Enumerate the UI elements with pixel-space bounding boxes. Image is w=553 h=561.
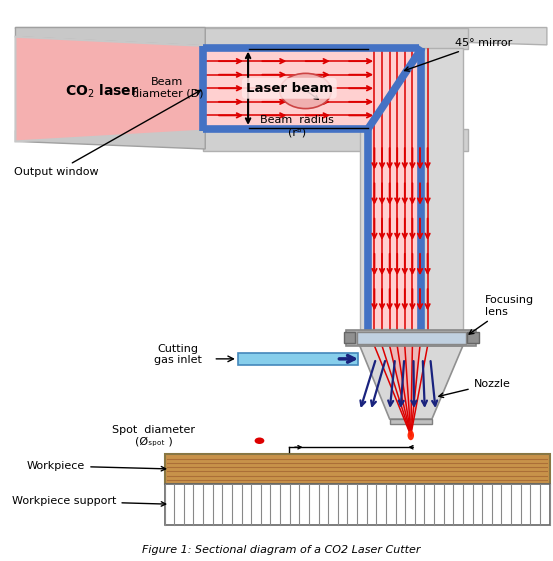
Polygon shape <box>15 27 547 45</box>
Text: Nozzle: Nozzle <box>439 379 510 398</box>
Bar <box>360 48 463 329</box>
Text: Spot  diameter
(Øₛₚₒₜ ): Spot diameter (Øₛₚₒₜ ) <box>112 425 195 446</box>
Text: Cutting
gas inlet: Cutting gas inlet <box>154 344 202 365</box>
Polygon shape <box>15 37 205 141</box>
Text: Output window: Output window <box>14 90 200 177</box>
Bar <box>165 484 550 525</box>
Text: Figure 1: Sectional diagram of a CO2 Laser Cutter: Figure 1: Sectional diagram of a CO2 Las… <box>142 545 420 555</box>
Ellipse shape <box>280 73 331 109</box>
Bar <box>238 353 358 365</box>
Bar <box>202 27 468 49</box>
Bar <box>205 49 419 127</box>
Bar <box>165 454 550 484</box>
Polygon shape <box>360 346 463 419</box>
Ellipse shape <box>408 430 414 440</box>
Text: Beam  radius
(rᵇ): Beam radius (rᵇ) <box>260 116 335 137</box>
Text: Focusing
lens: Focusing lens <box>469 295 534 334</box>
Ellipse shape <box>254 438 264 444</box>
Polygon shape <box>390 346 420 435</box>
Text: Beam
diameter (D): Beam diameter (D) <box>132 77 203 99</box>
Bar <box>357 332 466 344</box>
Bar <box>467 332 479 343</box>
Bar <box>343 332 356 343</box>
Bar <box>390 419 432 425</box>
Polygon shape <box>15 131 205 149</box>
Bar <box>202 129 468 150</box>
Polygon shape <box>15 27 205 46</box>
Bar <box>346 329 476 346</box>
Text: Workpiece support: Workpiece support <box>12 496 166 506</box>
Text: 45° mirror: 45° mirror <box>405 38 512 71</box>
Text: Workpiece: Workpiece <box>27 461 166 471</box>
Text: Laser beam: Laser beam <box>246 82 333 95</box>
Bar <box>369 49 419 329</box>
Text: CO$_2$ laser: CO$_2$ laser <box>65 82 139 100</box>
